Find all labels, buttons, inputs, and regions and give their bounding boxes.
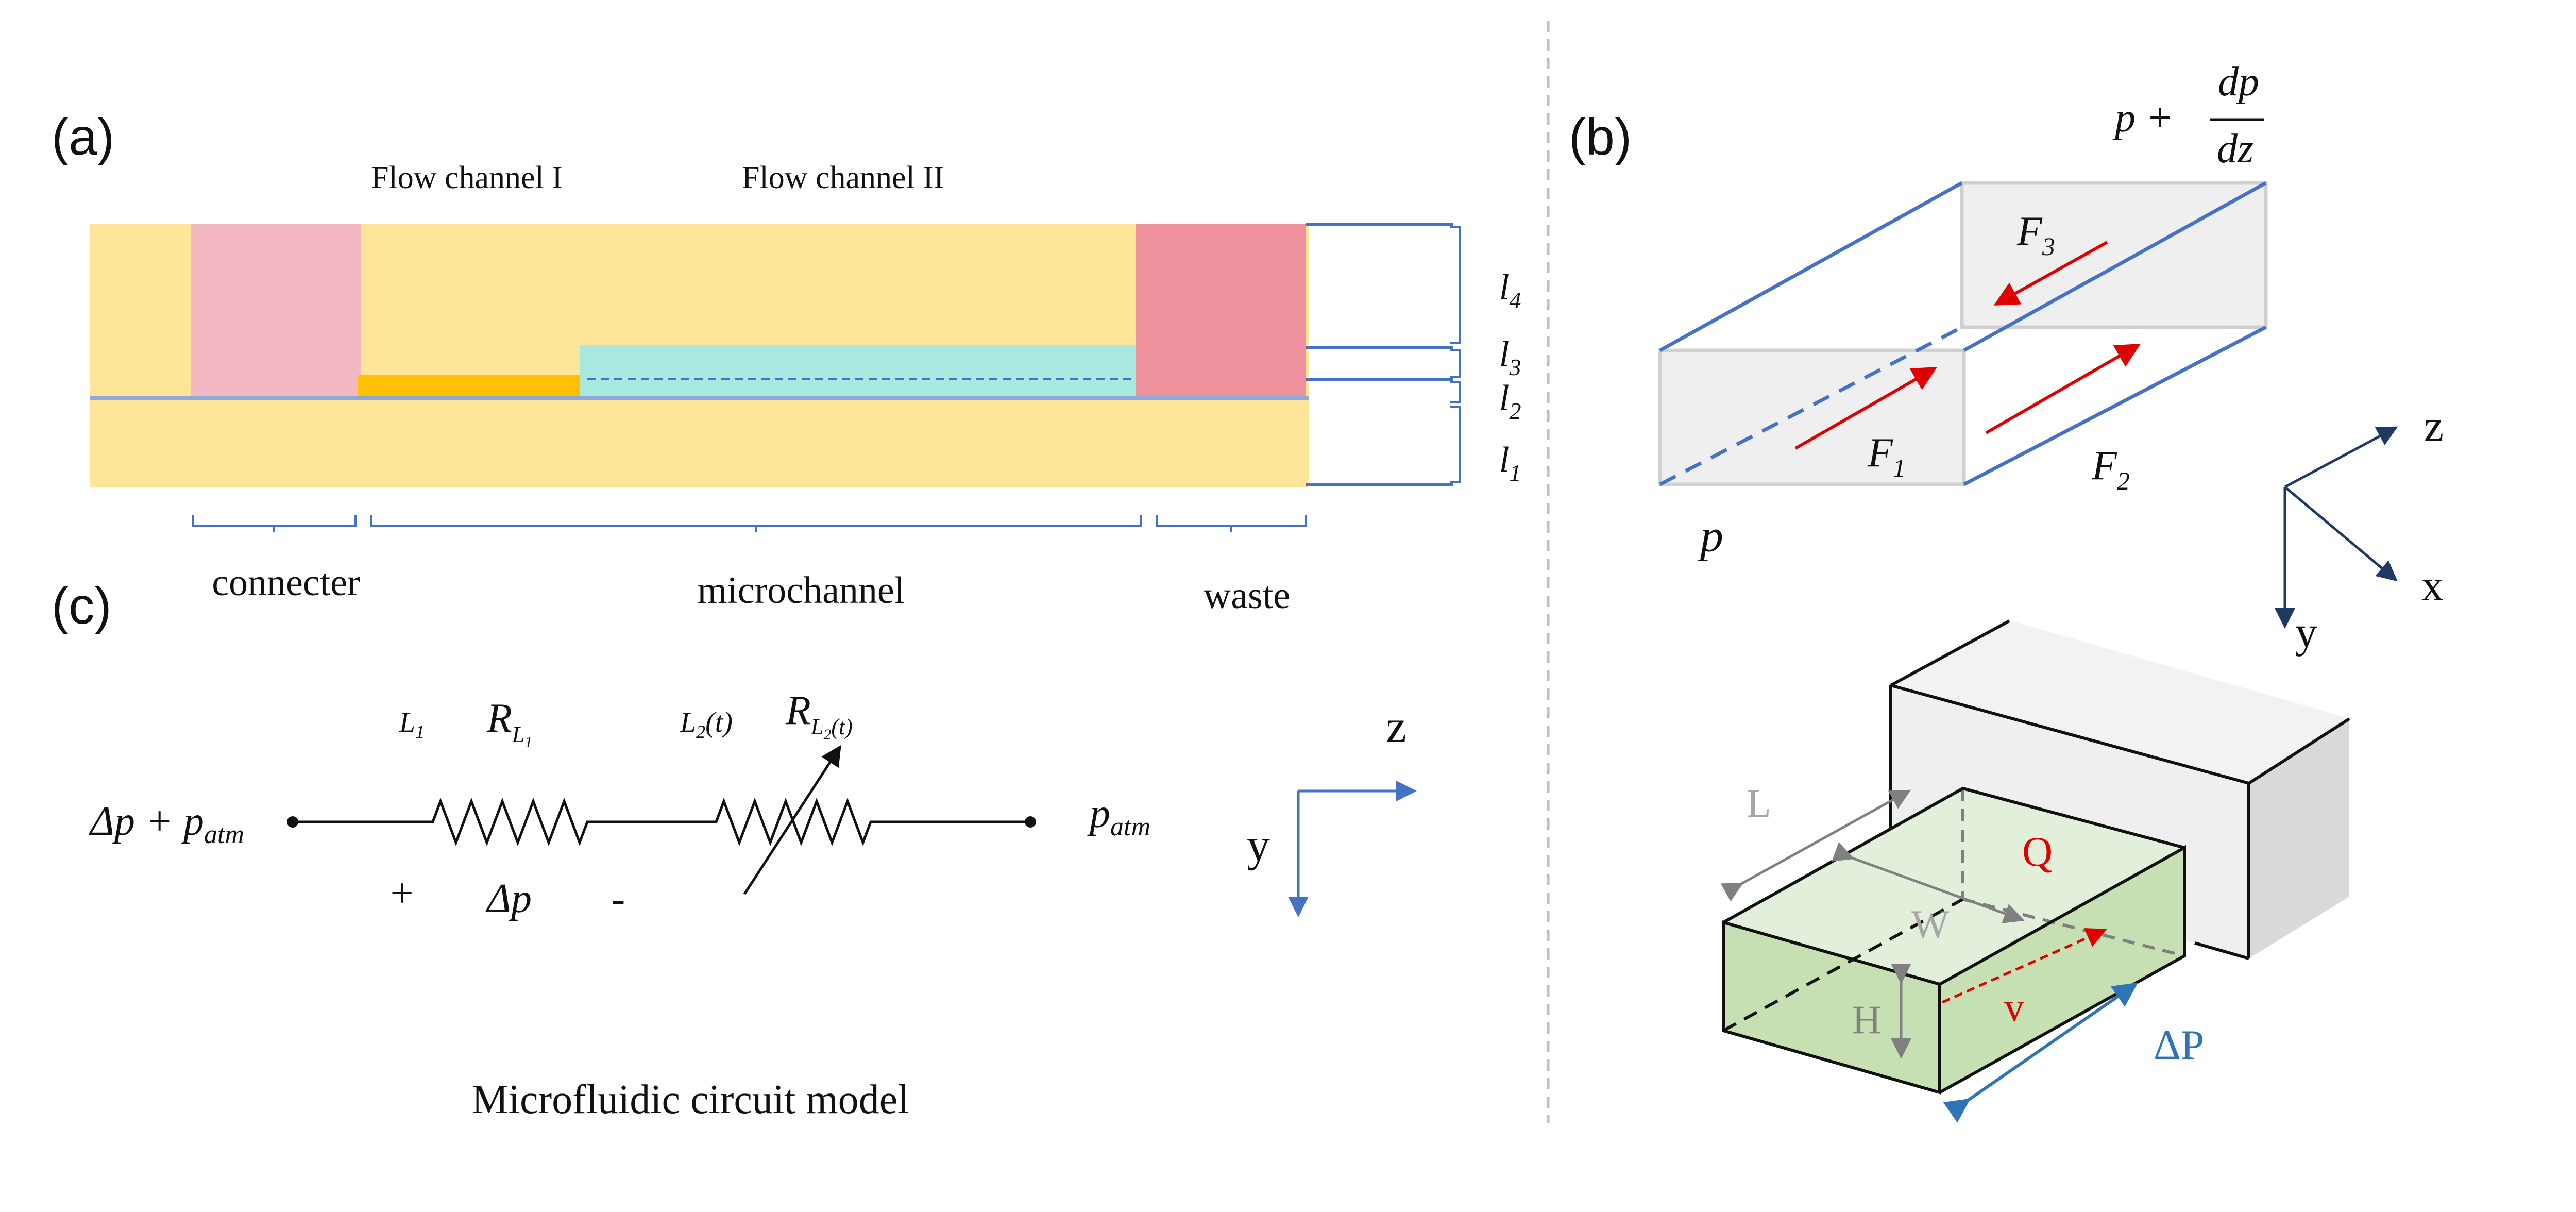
axis-z-label-b: z [2424,401,2444,450]
reservoir-edge-top [1890,619,2010,687]
force-f2-arrow [1985,344,2141,434]
delta-p-label: Δp [485,876,532,921]
axis-y-label: y [1247,820,1270,871]
length-arrow [1720,789,1911,902]
connector-label: connecter [212,562,360,604]
l2-label: l2 [1499,378,1521,424]
circuit-wire [293,797,1030,847]
l4-brace [1450,226,1461,344]
force-f1-label: F1 [1867,430,1906,482]
axis-x-label-b: x [2421,561,2444,610]
flow-label: Q [2022,828,2053,875]
velocity-label: v [2004,984,2024,1029]
r2-length-label: L2(t) [680,706,733,742]
waste-label: waste [1204,575,1291,617]
panel-c: (c) L1 RL1 L2(t) RL2(t) Δp + patm patm +… [52,577,1417,1122]
width-arrow [1832,842,2025,923]
edge-top-right [1963,181,2267,352]
force-f1-arrow [1794,367,1938,450]
dz-label: dz [2217,126,2253,172]
l1-label: l1 [1499,440,1521,486]
flow-channel-1-label: Flow channel I [371,160,563,195]
l1-brace [1450,406,1461,483]
pressure-drop-arrow [1943,982,2138,1123]
flow-channel-2 [580,345,1136,397]
waste-bracket [1156,515,1307,532]
force-f3-label: F3 [2016,209,2055,261]
panel-a: (a) Flow channel I Flow channel II l4 l3… [52,108,1521,617]
panel-b: (b) p + dp dz F1 F2 F3 p z x y [1569,59,2444,1123]
axis-z-label: z [1386,701,1406,752]
length-label: L [1747,781,1771,826]
flow-channel-2-label: Flow channel II [742,160,944,195]
r1-length-label: L1 [399,706,425,742]
force-f3-arrow [1993,241,2108,306]
pressure-drop-label: ΔP [2154,1021,2204,1068]
edge-bottom-right [1963,325,2267,486]
base-layer [90,399,1309,487]
flow-channel-1 [358,375,580,397]
r2-name-label: RL2(t) [785,688,853,743]
connector-bracket [192,515,357,532]
circuit-caption: Microfluidic circuit model [472,1077,909,1122]
reservoir-side [2249,719,2349,958]
channel-front-face [1723,922,1940,1092]
panel-a-label: (a) [52,108,114,166]
l4-label: l4 [1499,267,1521,313]
minus-sign: - [612,876,625,921]
plus-sign: + [390,871,413,916]
dp-label: dp [2218,59,2259,105]
force-f2-label: F2 [2091,443,2130,495]
left-node-label: Δp + patm [89,799,244,849]
pressure-in-label: p [1697,511,1723,562]
channel-hidden-edge-back [1962,898,2185,957]
edge-top-left [1659,181,1963,352]
connector-reservoir [191,224,361,399]
panel-c-label: (c) [52,577,112,635]
r1-name-label: RL1 [486,696,532,751]
microchannel-label: microchannel [698,569,905,612]
outlet-face [1960,181,2268,329]
l2-brace [1450,381,1461,403]
width-label: W [1911,902,1950,947]
pressure-out-prefix: p + [2112,95,2174,141]
variable-resistor-arrow [743,745,841,895]
l3-brace [1450,349,1461,378]
right-node [1025,816,1036,828]
reservoir-edge-bottom [2194,941,2249,960]
panel-b-label: (b) [1569,108,1632,166]
waste-reservoir [1136,224,1306,399]
height-label: H [1852,997,1881,1042]
axis-z-arrow-b [2284,426,2398,489]
right-node-label: patm [1087,791,1150,841]
microchannel-bracket [370,515,1142,532]
axis-x-arrow-b [2284,486,2398,582]
l3-label: l3 [1499,334,1521,380]
inlet-face [1658,348,1966,486]
axis-y-label-b: y [2295,607,2317,656]
